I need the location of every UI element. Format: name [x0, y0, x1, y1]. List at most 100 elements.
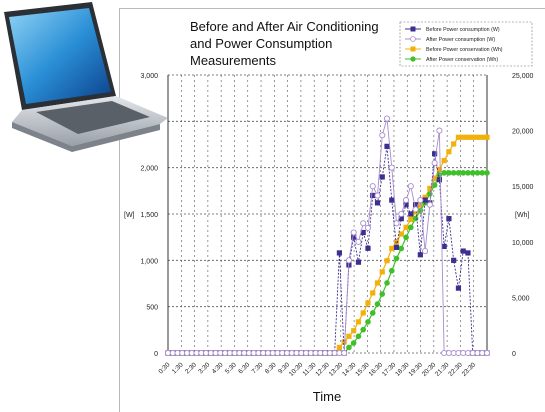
data-point-0: [451, 257, 457, 263]
x-tick-label: 15:30: [354, 361, 371, 378]
data-point-3: [365, 319, 371, 325]
data-point-0: [384, 143, 390, 149]
data-point-0: [422, 197, 428, 203]
right-tick-label: 5,000: [512, 295, 530, 302]
data-point-3: [412, 215, 419, 222]
x-tick-label: 5:30: [224, 361, 238, 375]
x-tick-label: 8:30: [264, 361, 278, 375]
data-point-2: [446, 149, 452, 155]
chart-title: Before and After Air Conditioning and Po…: [190, 18, 405, 69]
data-point-2: [460, 134, 466, 140]
data-point-0: [379, 174, 385, 180]
x-tick-label: 21:30: [434, 361, 451, 378]
data-point-3: [427, 191, 433, 197]
data-point-0: [365, 245, 371, 251]
data-point-1: [407, 183, 414, 190]
data-point-3: [484, 170, 490, 176]
data-point-1: [383, 115, 391, 122]
data-point-3: [441, 170, 447, 176]
data-point-2: [398, 231, 404, 237]
data-point-2: [470, 134, 476, 140]
left-tick-label: 0: [154, 351, 158, 358]
laptop-icon: [4, 2, 168, 152]
left-tick-label: 1,500: [140, 212, 158, 219]
data-point-3: [369, 310, 376, 316]
data-point-3: [436, 172, 443, 178]
x-axis-label: Time: [313, 389, 341, 404]
data-point-2: [441, 158, 447, 164]
data-point-3: [403, 234, 409, 241]
data-point-1: [350, 229, 357, 236]
data-point-2: [484, 134, 490, 140]
data-point-0: [351, 234, 357, 240]
data-point-0: [460, 248, 466, 254]
data-point-2: [360, 310, 366, 316]
data-point-0: [360, 229, 366, 236]
data-point-3: [346, 344, 352, 351]
data-point-2: [455, 134, 462, 140]
data-point-2: [436, 166, 442, 173]
data-point-1: [398, 210, 405, 218]
data-point-3: [360, 326, 367, 333]
data-point-1: [345, 257, 352, 264]
legend-entry-label: Before Power consumption (W): [426, 27, 500, 33]
x-tick-label: 20:30: [421, 361, 438, 378]
data-point-2: [451, 141, 457, 147]
data-point-3: [474, 170, 481, 176]
data-point-3: [350, 340, 357, 346]
data-point-2: [336, 344, 343, 351]
x-tick-label: 10:30: [288, 361, 305, 378]
data-point-0: [403, 202, 409, 208]
legend-entry-label: Before Power conservation (Wh): [426, 47, 503, 53]
x-tick-label: 22:30: [447, 361, 464, 378]
data-point-2: [370, 290, 376, 296]
legend: Before Power consumption (W) After Power …: [399, 21, 533, 67]
data-point-1: [431, 159, 438, 167]
data-point-2: [346, 333, 352, 339]
data-point-1: [417, 197, 424, 204]
data-point-1: [388, 164, 395, 171]
data-point-0: [446, 216, 452, 222]
grid-lines: [167, 74, 488, 354]
data-point-2: [374, 280, 381, 286]
left-tick-label: 3,000: [140, 73, 158, 80]
data-point-0: [398, 216, 404, 222]
x-tick-label: 4:30: [211, 361, 225, 375]
x-tick-label: 14:30: [341, 361, 358, 378]
data-point-3: [460, 170, 466, 176]
legend-swatch-marker: [410, 26, 416, 32]
data-point-3: [479, 170, 486, 176]
data-point-2: [351, 328, 357, 334]
x-tick-label: 0:30: [158, 361, 172, 375]
data-point-1: [426, 201, 433, 208]
left-tick-label: 2,000: [140, 166, 158, 173]
data-point-3: [455, 170, 462, 176]
data-point-3: [450, 170, 457, 176]
data-point-0: [393, 244, 400, 250]
data-point-2: [384, 258, 390, 264]
data-point-1: [422, 248, 429, 255]
data-point-0: [436, 177, 442, 183]
data-point-0: [441, 243, 447, 250]
legend-swatch-marker: [410, 36, 416, 42]
data-point-0: [408, 211, 414, 217]
right-tick-label: 10,000: [512, 240, 534, 247]
data-point-0: [336, 250, 343, 256]
data-point-1: [341, 349, 348, 357]
data-point-1: [374, 192, 381, 199]
right-axis-label: [Wh]: [515, 212, 529, 219]
data-point-1: [364, 224, 372, 231]
x-tick-label: 2:30: [184, 361, 198, 375]
data-point-2: [389, 245, 395, 252]
right-tick-label: 15,000: [512, 184, 534, 191]
x-tick-label: 16:30: [368, 361, 385, 378]
left-tick-label: 500: [146, 305, 158, 312]
data-point-2: [408, 216, 414, 223]
x-tick-label: 12:30: [314, 361, 331, 378]
data-point-2: [432, 175, 438, 182]
data-point-3: [446, 170, 452, 176]
left-tick-label: 1,000: [140, 258, 158, 265]
data-point-3: [355, 333, 362, 340]
data-point-3: [379, 291, 386, 297]
legend-swatch-marker: [410, 56, 416, 62]
